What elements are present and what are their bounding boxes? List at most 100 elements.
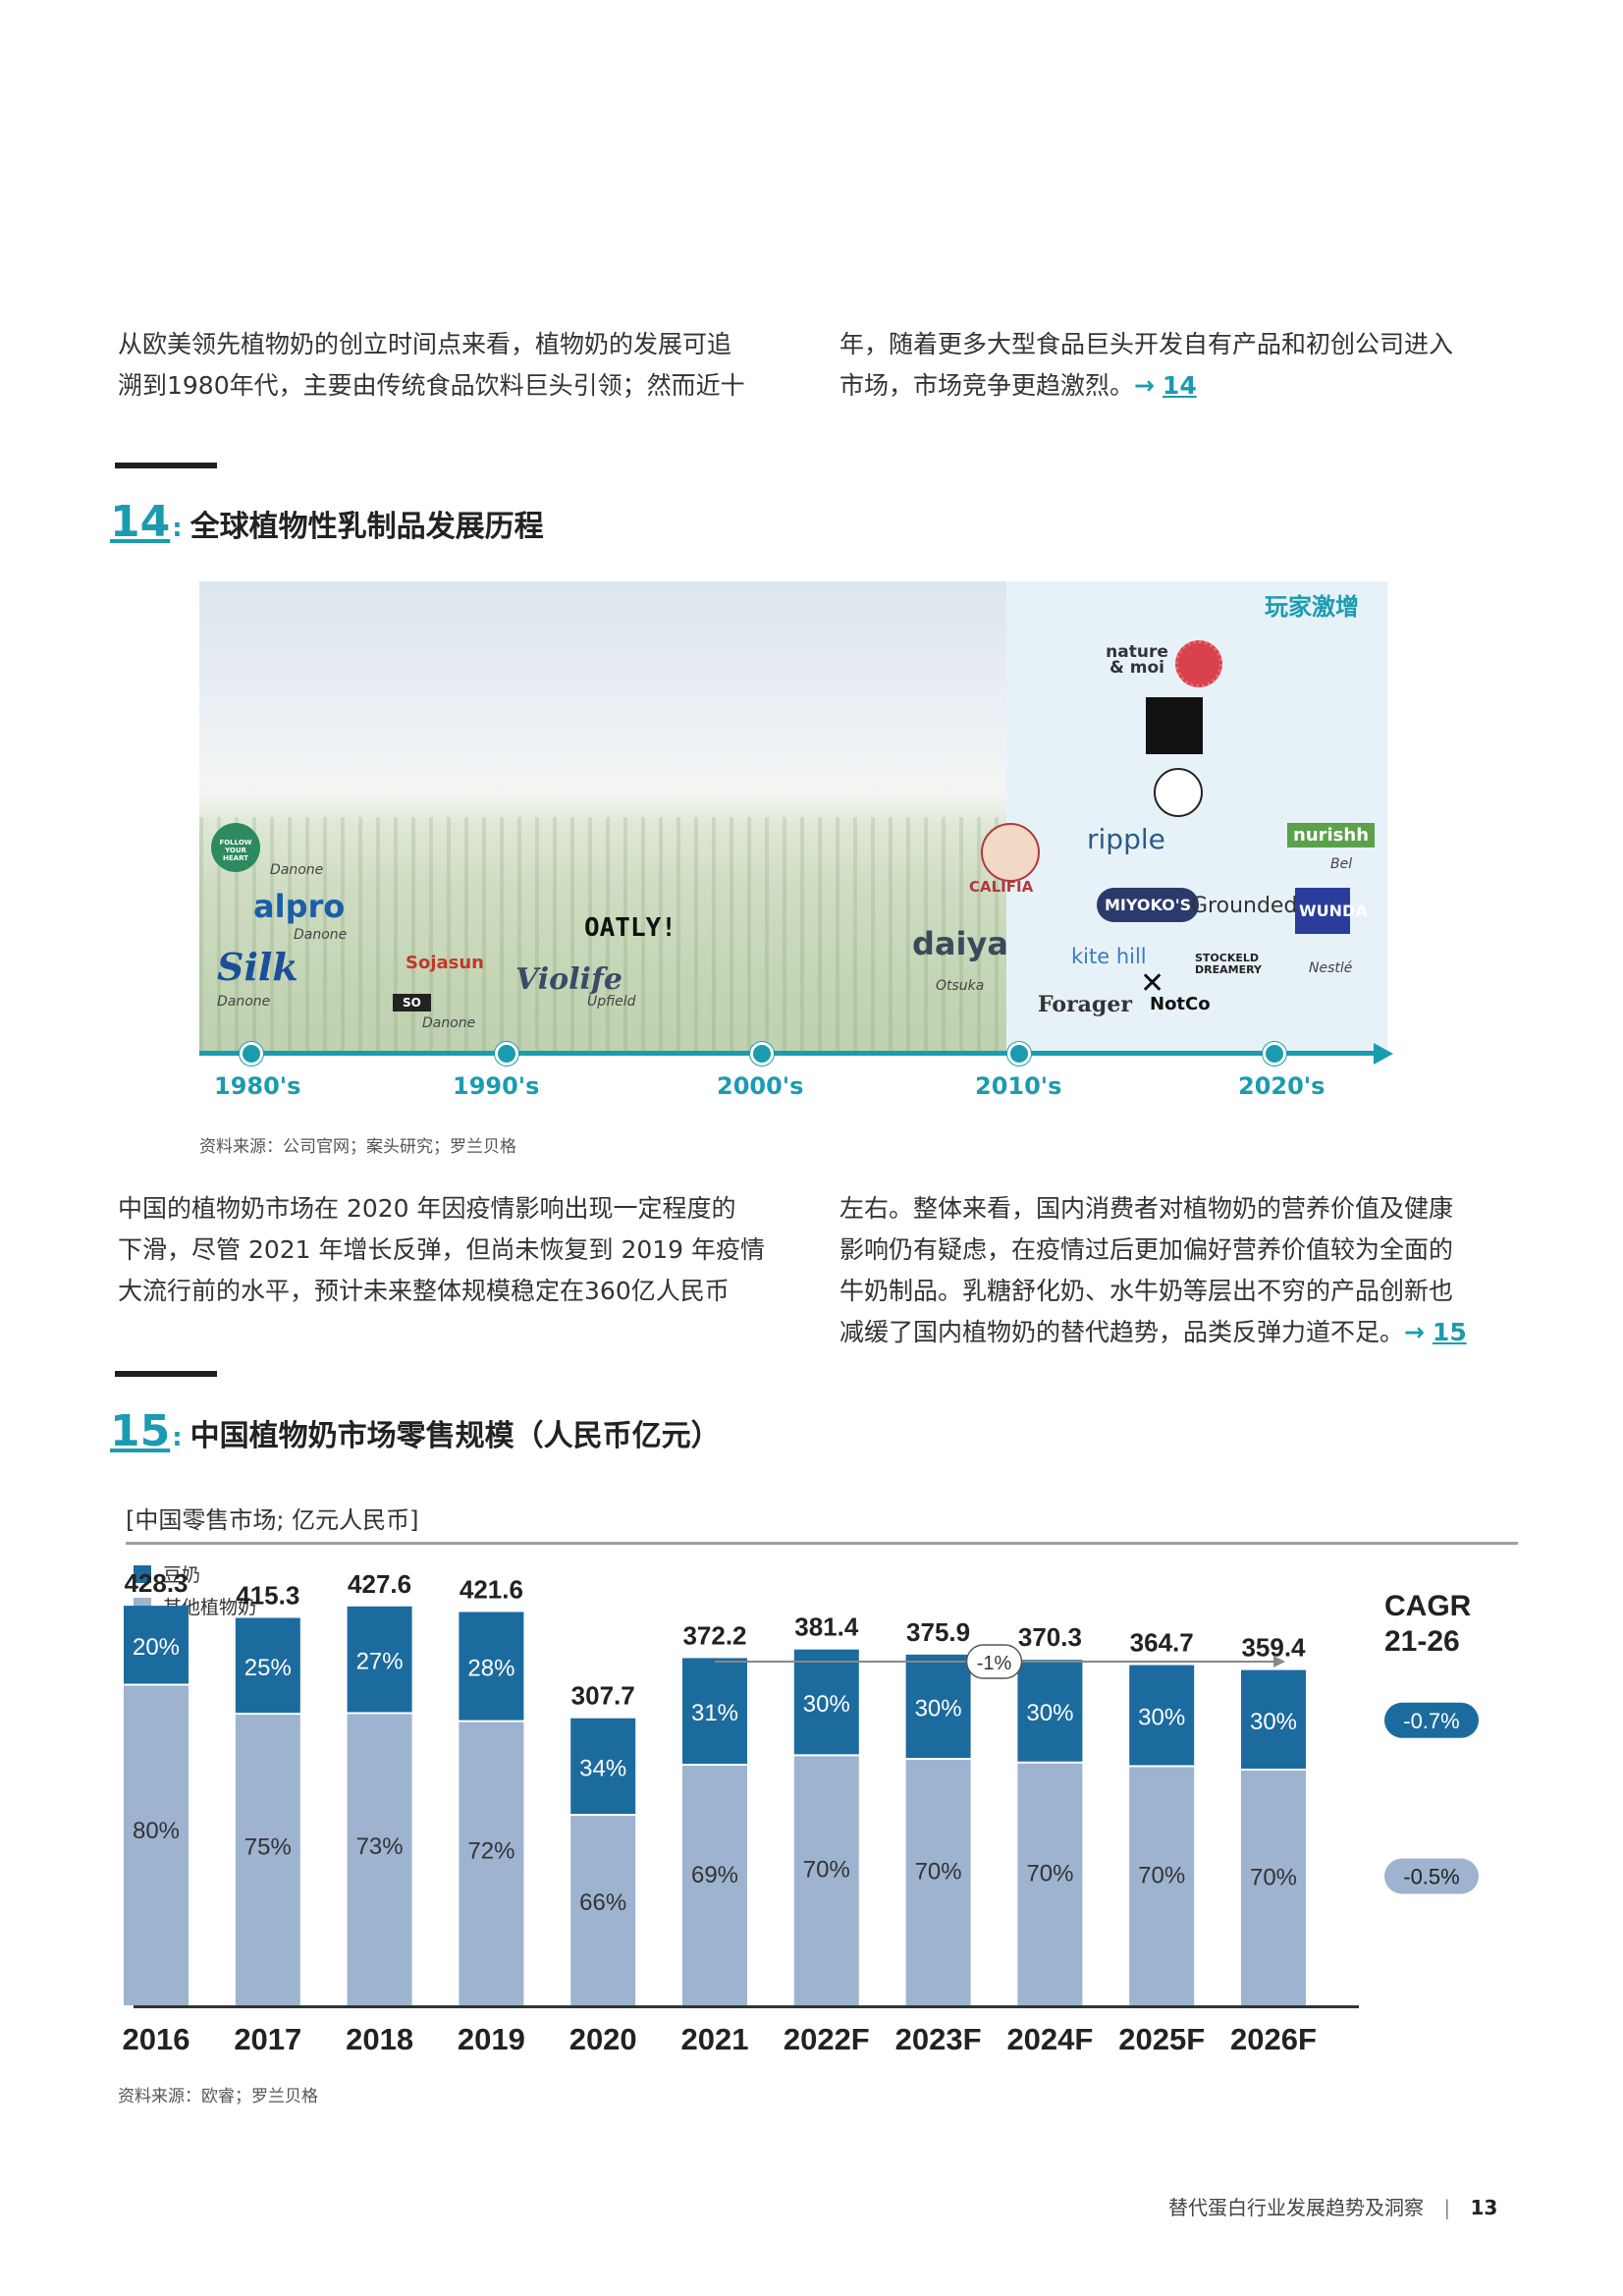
bar-segment-other [459,1722,524,2005]
mid-right-last: 减缓了国内植物奶的替代趋势，品类反弹力道不足。 [839,1318,1405,1346]
heart-logo-icon [211,823,260,872]
bar-share-label: 75% [244,1833,292,1860]
bar-segment-soy [1241,1669,1306,1769]
category-label: 2026F [1230,2022,1317,2056]
brand-sojasun: Sojasun [406,953,484,973]
section-rule [115,463,217,468]
bar-total-label: 364.7 [1130,1628,1194,1658]
bar-total-label: 427.6 [348,1569,411,1599]
bar-segment-other [235,1715,300,2005]
bar-share-label: 30% [803,1691,850,1718]
bar-share-label: 31% [691,1700,738,1726]
intro-right-line: 年，随着更多大型食品巨头开发自有产品和初创公司进入 [839,330,1454,358]
bar-segment-soy [347,1606,412,1713]
bar-share-label: 70% [1026,1861,1073,1887]
legend-label: 豆奶 [163,1564,200,1586]
mid-left-text: 中国的植物奶市场在 2020 年因疫情影响出现一定程度的 下滑，尽管 2021 … [118,1188,765,1312]
timeline-dot [1263,1042,1286,1066]
owner-label: Danone [270,862,324,878]
bar-segment-other [570,1816,636,2005]
figure-15-link[interactable]: 15 [1432,1318,1467,1346]
bar-share-label: 30% [915,1695,962,1722]
bar-share-label: 27% [356,1649,404,1675]
era-label: 1980's [214,1072,301,1100]
bar-share-label: 34% [579,1755,626,1781]
intro-left-line: 从欧美领先植物奶的创立时间点来看，植物奶的发展可追 [118,330,732,358]
bar-segment-other [1017,1763,1083,2005]
category-label: 2016 [123,2022,190,2056]
timeline-dot [1007,1042,1031,1066]
bar-segment-other [1241,1770,1306,2005]
brand-daiya: daiya [912,925,1008,962]
chart-divider [126,1542,1518,1545]
figure-colon: : [172,514,183,543]
brand-so: SO [393,994,431,1011]
bar-total-label: 307.7 [571,1681,635,1711]
mid-left-line: 中国的植物奶市场在 2020 年因疫情影响出现一定程度的 [118,1194,736,1223]
mid-left-line: 下滑，尽管 2021 年增长反弹，但尚未恢复到 2019 年疫情 [118,1235,766,1264]
field-furrows [199,817,1006,1053]
bar-segment-soy [1129,1665,1195,1766]
trend-arrow-icon [1273,1656,1285,1667]
bar-total-label: 421.6 [460,1574,523,1604]
section-rule [115,1371,217,1377]
figure-14-link[interactable]: 14 [1162,371,1197,400]
figure-colon: : [172,1423,183,1452]
bar-share-label: 30% [1026,1700,1073,1726]
bar-share-label: 28% [467,1656,514,1682]
bar-share-label: 66% [579,1889,626,1916]
plant-dairy-timeline: 玩家激增 FOLLOW YOUR HEART Danone alpro Dano… [199,581,1393,1102]
era-label: 2000's [717,1072,804,1100]
trend-pill [965,1644,1023,1679]
cagr-pill [1384,1858,1479,1894]
brand-grounded: Grounded [1191,894,1298,918]
mid-right-text: 左右。整体来看，国内消费者对植物奶的营养价值及健康 影响仍有疑虑，在疫情过后更加… [839,1188,1467,1353]
red-brand-logo-icon [1175,640,1222,687]
bar-share-label: 30% [1250,1709,1297,1735]
pea-logo-icon [1154,768,1203,817]
page-footer: 替代蛋白行业发展趋势及洞察 | 13 [1168,2192,1497,2220]
bar-share-label: 30% [1138,1705,1185,1731]
arrow-right-icon: → [1134,371,1155,400]
category-label: 2025F [1118,2022,1205,2056]
brand-violife: Violife [515,962,622,997]
figure-14-title: 14: 全球植物性乳制品发展历程 [110,497,544,547]
cagr-title: CAGR [1384,1590,1472,1622]
category-label: 2022F [784,2022,870,2056]
trend-label: -1% [977,1653,1012,1674]
bar-segment-other [905,1760,971,2005]
mid-right-line: 牛奶制品。乳糖舒化奶、水牛奶等层出不穷的产品创新也 [839,1277,1454,1305]
bar-segment-soy [459,1612,524,1721]
cagr-value: -0.7% [1403,1709,1459,1733]
category-label: 2017 [234,2022,301,2056]
bar-share-label: 70% [1250,1865,1297,1891]
figure-title-text: 全球植物性乳制品发展历程 [189,510,544,544]
brand-nurishh: nurishh [1287,823,1376,847]
bar-share-label: 73% [356,1833,404,1860]
bar-share-label: 25% [244,1655,292,1681]
brand-kite-hill: kite hill [1071,945,1147,968]
era-label: 2010's [975,1072,1062,1100]
brand-silk: Silk [217,945,298,989]
bar-segment-soy [793,1649,859,1755]
bar-segment-soy [570,1718,636,1815]
cagr-title: 21-26 [1384,1625,1460,1658]
bar-share-label: 20% [133,1634,180,1661]
figure-number: 14 [110,497,171,547]
arrow-right-icon: → [1404,1318,1425,1346]
intro-right-text: 年，随着更多大型食品巨头开发自有产品和初创公司进入 市场，市场竞争更趋激烈。→ … [839,324,1453,407]
legend-swatch [134,1565,151,1583]
category-label: 2023F [895,2022,982,2056]
brand-nature-moi: nature & moi [1106,642,1168,678]
timeline-dot [750,1042,774,1066]
brand-notco: NotCo [1150,994,1211,1014]
califia-logo-icon [981,823,1040,882]
bar-segment-soy [1017,1660,1083,1762]
bar-segment-other [1129,1767,1195,2005]
figure-15-title: 15: 中国植物奶市场零售规模（人民币亿元） [110,1406,721,1456]
bar-share-label: 70% [803,1857,850,1884]
bar-total-label: 372.2 [682,1620,746,1650]
category-label: 2019 [458,2022,525,2056]
page-number: 13 [1470,2196,1498,2219]
